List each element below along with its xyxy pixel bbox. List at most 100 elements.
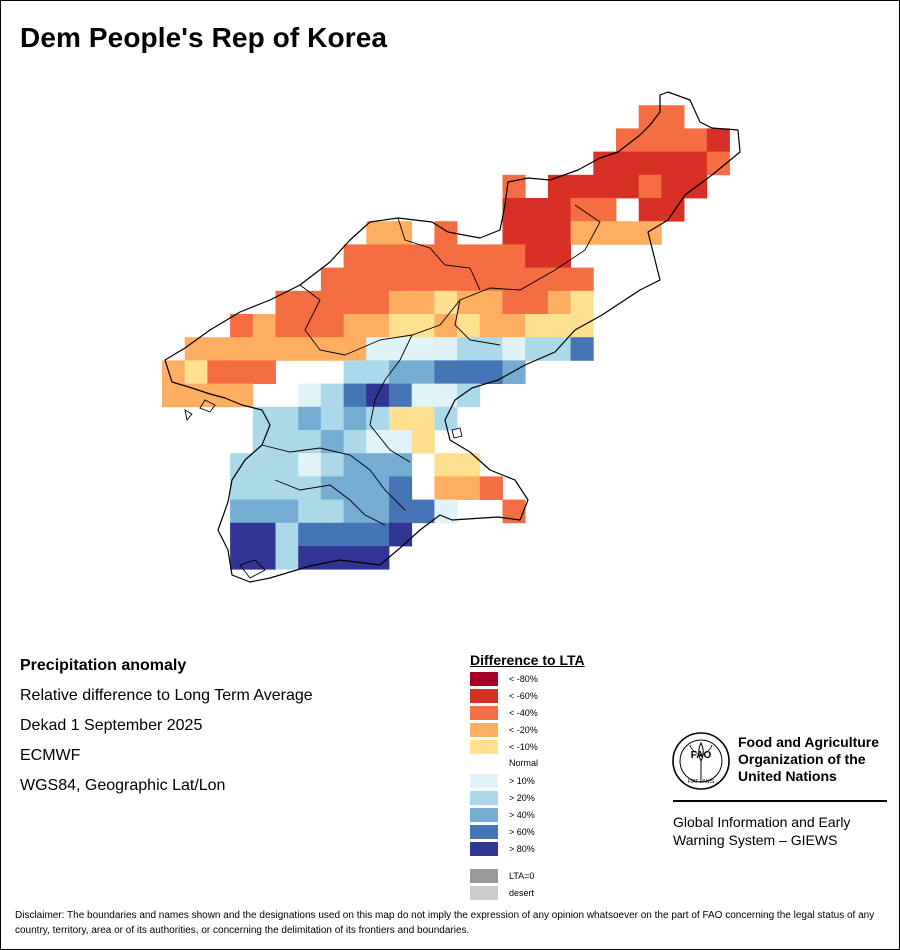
grid-cell [298, 522, 322, 547]
grid-cell [411, 244, 435, 268]
grid-cell [343, 522, 367, 547]
grid-cell [457, 337, 481, 361]
legend-label: > 20% [509, 793, 535, 803]
grid-cell [343, 406, 367, 431]
grid-cell [366, 476, 390, 500]
legend-normal-label: Normal [509, 758, 539, 768]
legend-item: > 80% [470, 842, 535, 856]
grid-cell [320, 406, 344, 431]
legend-label: > 40% [509, 810, 535, 820]
grid-cell [479, 244, 503, 268]
info-period: Dekad 1 September 2025 [20, 717, 203, 734]
grid-cell [343, 244, 367, 268]
grid-cell [547, 314, 571, 338]
grid-cell [275, 406, 299, 431]
grid-cell [275, 337, 299, 361]
grid-cell [275, 499, 299, 524]
grid-cell [457, 453, 481, 477]
fao-logo-icon: FAO FIAT PANIS [672, 732, 730, 790]
grid-cell [184, 337, 208, 361]
grid-cell [525, 244, 549, 268]
grid-cell [366, 244, 390, 268]
grid-cell [593, 198, 617, 222]
grid-cell [502, 337, 526, 361]
grid-cell [230, 476, 254, 500]
grid-cell [343, 546, 367, 570]
grid-cell [366, 499, 390, 524]
grid-cell [389, 406, 413, 431]
grid-cell [275, 453, 299, 477]
grid-cell [684, 128, 708, 152]
grid-cell [366, 522, 390, 547]
grid-cell [366, 290, 390, 315]
grid-cell [457, 314, 481, 338]
grid-cell [230, 546, 254, 570]
grid-cell [525, 290, 549, 315]
giews-name: Global Information and Early Warning Sys… [673, 813, 850, 849]
grid-cell [593, 174, 617, 199]
grid-cell [343, 499, 367, 524]
grid-cell [570, 267, 594, 292]
fao-name-line: Food and Agriculture [738, 734, 880, 750]
legend-item: > 20% [470, 791, 535, 805]
legend-swatch [470, 842, 498, 856]
grid-cell [366, 267, 390, 292]
grid-cell [661, 174, 685, 199]
grid-cell [320, 546, 344, 570]
grid-cell [252, 314, 276, 338]
grid-cell [434, 383, 458, 408]
grid-cell [389, 453, 413, 477]
grid-cell [320, 337, 344, 361]
grid-cell [616, 151, 640, 176]
map-title: Dem People's Rep of Korea [20, 22, 388, 53]
grid-cell [162, 360, 186, 384]
grid-cell [320, 499, 344, 524]
grid-cell [252, 453, 276, 477]
legend-item: desert [470, 886, 534, 900]
legend-item: < -10% [470, 740, 538, 754]
grid-cell [616, 221, 640, 245]
giews-line: Global Information and Early [673, 814, 851, 830]
grid-cell [684, 151, 708, 176]
legend-swatch [470, 706, 498, 720]
grid-cell [525, 337, 549, 361]
grid-cell [320, 476, 344, 500]
grid-cell [434, 360, 458, 384]
grid-cell [547, 198, 571, 222]
grid-cell [593, 151, 617, 176]
info-heading: Precipitation anomaly [20, 657, 187, 674]
grid-cell [434, 267, 458, 292]
grid-cell [411, 290, 435, 315]
legend-label: < -80% [509, 674, 538, 684]
grid-cell [638, 174, 662, 199]
grid-cell [366, 314, 390, 338]
grid-cell [479, 290, 503, 315]
legend-label: < -60% [509, 691, 538, 701]
grid-cell [502, 290, 526, 315]
grid-cell [434, 314, 458, 338]
grid-cell [457, 360, 481, 384]
grid-cell [343, 337, 367, 361]
grid-cell [230, 314, 254, 338]
grid-cell [570, 221, 594, 245]
grid-cell [230, 522, 254, 547]
info-subtitle: Relative difference to Long Term Average [20, 687, 313, 704]
grid-cell [230, 337, 254, 361]
grid-cell [479, 337, 503, 361]
grid-cell [411, 406, 435, 431]
grid-cell [457, 290, 481, 315]
legend-title: Difference to LTA [470, 652, 585, 668]
legend-item: < -80% [470, 672, 538, 686]
legend-item: < -60% [470, 689, 538, 703]
grid-cell [389, 244, 413, 268]
grid-cell [502, 221, 526, 245]
precipitation-map [162, 91, 741, 583]
grid-cell [479, 314, 503, 338]
grid-cell [434, 476, 458, 500]
legend-swatch [470, 808, 498, 822]
grid-cell [207, 360, 231, 384]
disclaimer: Disclaimer: The boundaries and names sho… [15, 910, 875, 936]
grid-cell [434, 290, 458, 315]
grid-cell [252, 522, 276, 547]
legend-item: > 10% [470, 774, 535, 788]
